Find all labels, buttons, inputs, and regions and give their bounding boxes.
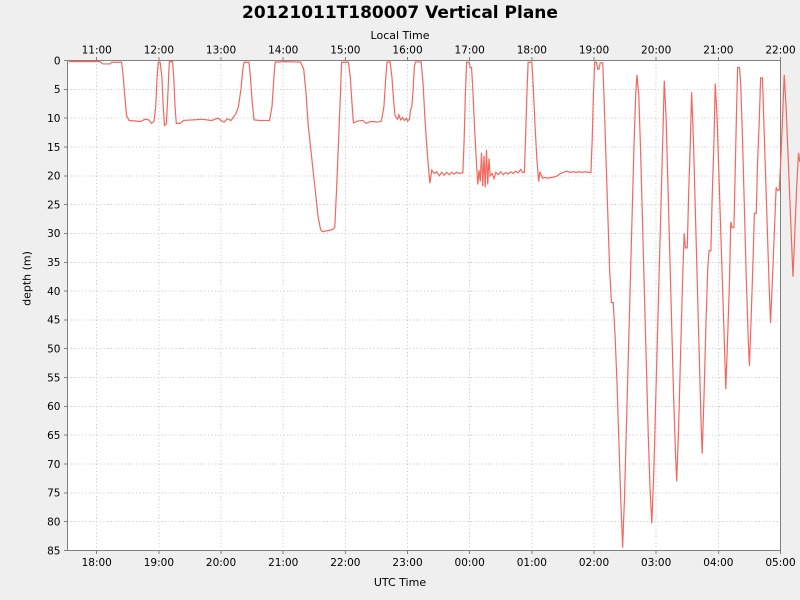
svg-text:25: 25 — [47, 199, 60, 211]
svg-text:03:00: 03:00 — [641, 557, 671, 569]
svg-text:0: 0 — [54, 55, 61, 67]
svg-text:40: 40 — [47, 286, 60, 298]
x-axis-ticks-top: 11:00 12:00 13:00 14:00 15:00 16:00 17:00 18:00… — [82, 45, 796, 61]
plot-background — [67, 60, 781, 551]
svg-text:65: 65 — [47, 430, 60, 442]
svg-text:02:00: 02:00 — [579, 557, 609, 569]
svg-text:20:00: 20:00 — [641, 45, 671, 57]
svg-text:70: 70 — [47, 459, 60, 471]
x-axis-ticks-bottom: 18:00 19:00 20:00 21:00 22:00 23:00 00:00 01:00… — [82, 550, 796, 569]
svg-text:15: 15 — [47, 142, 60, 154]
svg-text:45: 45 — [47, 315, 60, 327]
depth-series-line — [68, 61, 800, 548]
svg-text:17:00: 17:00 — [455, 45, 485, 57]
svg-text:5: 5 — [54, 84, 61, 96]
svg-text:14:00: 14:00 — [268, 45, 298, 57]
svg-text:85: 85 — [47, 545, 60, 557]
svg-text:15:00: 15:00 — [330, 45, 360, 57]
svg-text:80: 80 — [47, 516, 60, 528]
svg-text:21:00: 21:00 — [268, 557, 298, 569]
svg-text:01:00: 01:00 — [517, 557, 547, 569]
svg-text:20: 20 — [47, 171, 60, 183]
svg-text:19:00: 19:00 — [579, 45, 609, 57]
top-axis-label: Local Time — [370, 29, 430, 42]
svg-text:10: 10 — [47, 113, 60, 125]
page-title: 20121011T180007 Vertical Plane — [242, 3, 558, 23]
svg-text:04:00: 04:00 — [703, 557, 733, 569]
svg-text:12:00: 12:00 — [144, 45, 174, 57]
svg-text:50: 50 — [47, 344, 60, 356]
svg-text:35: 35 — [47, 257, 60, 269]
bottom-axis-label: UTC Time — [373, 576, 427, 589]
svg-text:75: 75 — [47, 488, 60, 500]
svg-text:18:00: 18:00 — [517, 45, 547, 57]
svg-text:55: 55 — [47, 372, 60, 384]
svg-text:30: 30 — [47, 228, 60, 240]
svg-text:11:00: 11:00 — [82, 45, 112, 57]
svg-text:23:00: 23:00 — [392, 557, 422, 569]
svg-text:00:00: 00:00 — [455, 557, 485, 569]
y-axis-ticks: 0 5 10 15 20 25 30 35 40 45 50 55 60 65 70 75 80 85 — [47, 55, 68, 557]
svg-text:19:00: 19:00 — [144, 557, 174, 569]
svg-text:05:00: 05:00 — [765, 557, 795, 569]
svg-text:22:00: 22:00 — [765, 45, 795, 57]
svg-text:18:00: 18:00 — [82, 557, 112, 569]
svg-text:16:00: 16:00 — [392, 45, 422, 57]
svg-text:60: 60 — [47, 401, 60, 413]
svg-text:20:00: 20:00 — [206, 557, 236, 569]
svg-text:22:00: 22:00 — [330, 557, 360, 569]
plot-spines — [67, 60, 781, 551]
svg-text:13:00: 13:00 — [206, 45, 236, 57]
svg-text:21:00: 21:00 — [703, 45, 733, 57]
